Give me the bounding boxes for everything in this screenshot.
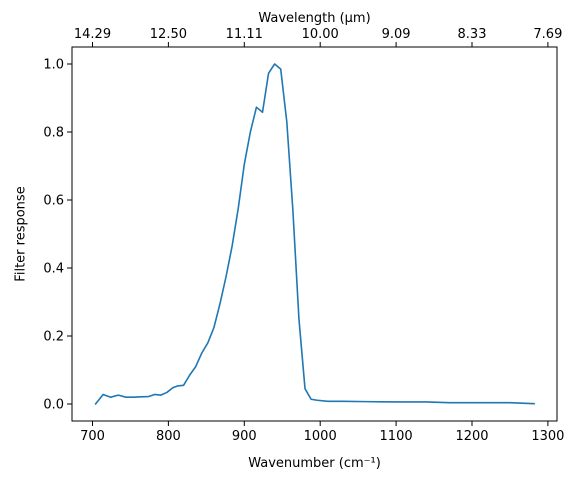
y-tick-label: 0.0	[43, 398, 64, 413]
x-tick-label: 700	[80, 429, 105, 444]
y-axis-label: Filter response	[14, 186, 29, 281]
y-tick-label: 0.8	[43, 126, 64, 141]
top-tick-label: 9.09	[382, 27, 411, 42]
x-tick-label: 1300	[531, 429, 564, 444]
x-tick-label: 1000	[304, 429, 337, 444]
x-tick-label: 900	[232, 429, 257, 444]
top-tick-label: 11.11	[226, 27, 263, 42]
y-tick-label: 0.6	[43, 194, 64, 209]
y-tick-label: 0.4	[43, 262, 64, 277]
filter-response-line	[94, 63, 536, 405]
top-axis-label: Wavelength (μm)	[258, 11, 370, 26]
ticks-layer: 700 800 900 1000 1100 1200 1300 14.29 12.50 11.11…	[43, 27, 564, 444]
x-tick-label: 1100	[380, 429, 413, 444]
y-tick-label: 1.0	[43, 58, 64, 73]
top-tick-label: 8.33	[458, 27, 487, 42]
top-tick-label: 7.69	[533, 27, 562, 42]
top-tick-label: 14.29	[74, 27, 111, 42]
x-tick-label: 1200	[455, 429, 488, 444]
x-tick-label: 800	[156, 429, 181, 444]
plot-frame	[71, 46, 558, 422]
top-tick-label: 12.50	[150, 27, 187, 42]
y-tick-label: 0.2	[43, 330, 64, 345]
x-axis-label: Wavenumber (cm⁻¹)	[248, 456, 381, 471]
top-tick-label: 10.00	[302, 27, 339, 42]
